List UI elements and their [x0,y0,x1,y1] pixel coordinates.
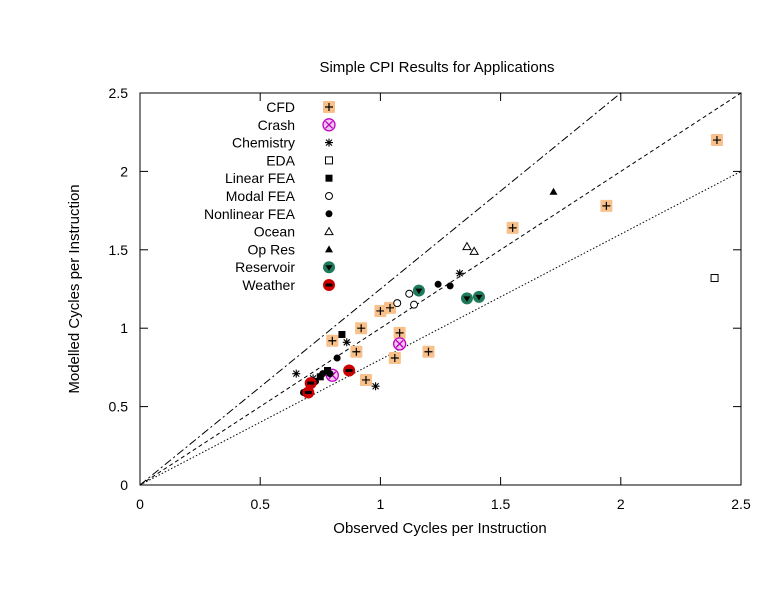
data-point [316,373,324,381]
y-tick-label: 1 [120,320,128,336]
data-point [338,330,346,338]
data-point [434,280,442,288]
legend-marker [325,174,333,182]
data-point [292,369,301,378]
y-tick-label: 2 [120,163,128,179]
data-point [412,284,425,297]
data-point [384,301,397,314]
data-point [343,364,356,377]
data-points [292,134,723,399]
reference-line [139,92,742,486]
axis-ticks: 0 0.5 1 1.5 2 2.5 0 0.5 1 1.5 2 2.5 [109,85,751,512]
x-tick-label: 1 [377,496,385,512]
data-point [392,337,407,351]
reference-line [139,92,622,486]
data-point [326,334,339,347]
data-point [388,351,401,364]
legend-marker [323,101,335,113]
chart-title: Simple CPI Results for Applications [319,59,554,76]
y-tick-label: 1.5 [109,242,129,258]
legend-label: Nonlinear FEA [204,206,296,222]
legend-label: Ocean [254,224,295,240]
legend-marker [323,279,335,291]
data-point [324,367,332,375]
legend-marker [325,210,333,218]
data-point [342,338,351,347]
data-point [302,386,315,399]
legend-marker [325,245,333,253]
data-point [374,304,387,317]
y-tick-label: 2.5 [109,85,129,101]
x-tick-label: 2 [617,496,625,512]
reference-lines [139,92,742,486]
legend-marker [323,261,335,274]
data-point [462,241,472,251]
legend-label: Crash [258,117,295,133]
x-tick-label: 1.5 [491,496,511,512]
legend-marker [325,192,333,200]
reference-line [139,170,742,486]
legend-marker [324,226,334,236]
data-point [410,300,419,309]
y-axis-label: Modelled Cycles per Instruction [66,184,83,393]
data-point [710,274,719,283]
x-tick-label: 0.5 [250,496,270,512]
data-point [333,354,341,362]
legend-marker [322,118,336,132]
data-point [393,326,406,339]
data-point [472,290,485,303]
data-point [304,377,317,390]
x-axis-label: Observed Cycles per Instruction [333,520,546,537]
data-point [359,373,372,386]
data-point [393,299,402,308]
data-point [446,282,454,290]
legend-label: Modal FEA [226,188,296,204]
data-point [469,246,480,255]
y-tick-label: 0.5 [109,399,129,415]
data-point [371,382,380,391]
data-point [326,370,334,378]
data-point [405,289,414,298]
legend-marker [325,138,333,147]
y-tick-label: 0 [120,477,128,493]
legend-label: Chemistry [232,135,295,151]
plot-frame [139,92,742,486]
legend-label: EDA [266,152,295,168]
legend-label: Reservoir [235,259,295,275]
data-point [350,345,363,358]
data-point [422,345,435,358]
data-point [506,221,519,234]
data-point [600,199,613,212]
data-point [549,187,558,195]
legend-label: Op Res [248,241,295,257]
data-point [455,269,464,278]
legend-marker [325,156,333,165]
data-point [319,370,327,378]
x-tick-label: 0 [136,496,144,512]
x-tick-label: 2.5 [731,496,751,512]
legend-label: Linear FEA [225,170,296,186]
data-point [460,292,473,305]
data-point [710,134,723,147]
legend-label: Weather [242,277,295,293]
legend-label: CFD [266,99,295,115]
data-point [355,322,368,335]
